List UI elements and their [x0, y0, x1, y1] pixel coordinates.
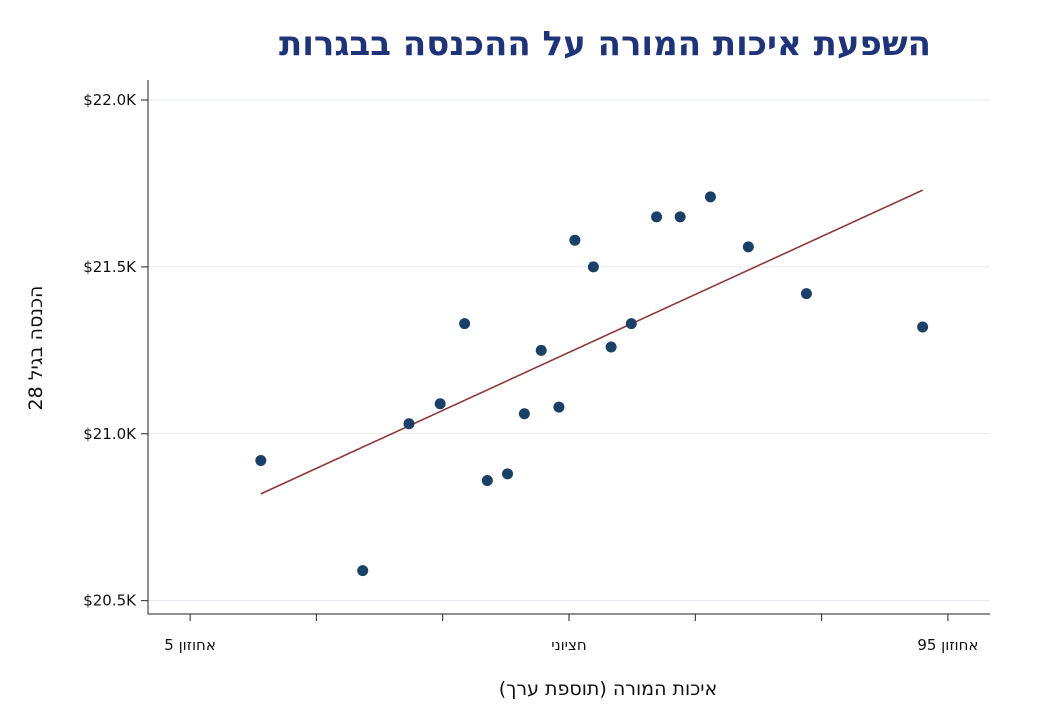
trend-line-group: [260, 189, 923, 495]
x-ticks: אחוזון 5 חציוני אחוזון 95: [164, 614, 978, 654]
chart-title: השפעת איכות המורה על ההכנסה בבגרות: [278, 24, 932, 64]
data-point: [704, 191, 716, 203]
data-point: [481, 475, 493, 486]
y-tick-label: $22.0K: [83, 91, 137, 109]
data-point: [569, 234, 581, 246]
data-point: [518, 408, 530, 420]
data-point: [434, 398, 446, 410]
data-point: [587, 261, 599, 273]
data-point: [674, 211, 686, 223]
x-tick-label: אחוזון 5: [164, 636, 216, 654]
x-tick-label: אחוזון 95: [917, 636, 978, 654]
data-point: [357, 565, 369, 577]
data-point: [800, 288, 812, 300]
trend-line: [260, 189, 923, 495]
y-tick-label: $20.5K: [83, 592, 137, 610]
data-point: [255, 454, 267, 466]
data-point: [625, 318, 637, 330]
data-point: [651, 211, 663, 223]
axes: [147, 80, 990, 615]
data-points: [255, 191, 929, 577]
data-point: [535, 344, 547, 356]
grid-lines: [148, 99, 990, 602]
y-ticks: $20.5K $21.0K $21.5K $22.0K: [83, 91, 148, 610]
x-axis-label: איכות המורה (תוספת ערך): [499, 678, 717, 700]
y-tick-label: $21.5K: [83, 258, 137, 276]
y-axis-label: הכנסה בגיל 28: [25, 286, 47, 411]
data-point: [605, 341, 617, 353]
data-point: [502, 468, 514, 480]
data-point: [403, 418, 415, 430]
data-point: [553, 401, 565, 413]
y-tick-label: $21.0K: [83, 425, 137, 443]
x-tick-label: חציוני: [551, 636, 587, 654]
data-point: [917, 321, 929, 333]
data-point: [742, 241, 754, 253]
data-point: [459, 318, 471, 330]
